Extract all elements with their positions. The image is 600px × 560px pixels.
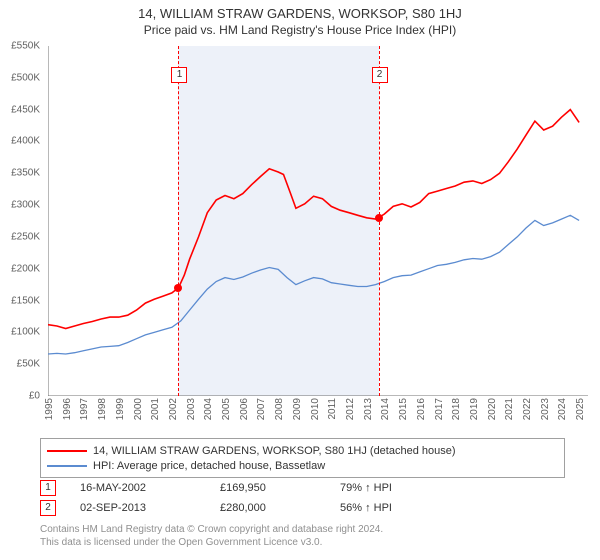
legend-swatch — [47, 465, 87, 467]
x-tick-label: 1996 — [62, 398, 73, 420]
sale-price: £169,950 — [220, 482, 340, 494]
x-tick-label: 1999 — [115, 398, 126, 420]
x-tick-label: 2001 — [150, 398, 161, 420]
x-tick-label: 2024 — [557, 398, 568, 420]
x-tick-label: 2014 — [380, 398, 391, 420]
sale-marker-box: 1 — [171, 67, 187, 83]
x-tick-label: 2010 — [310, 398, 321, 420]
sale-point-dot — [375, 214, 383, 222]
y-tick-label: £500K — [11, 72, 40, 83]
y-tick-label: £150K — [11, 295, 40, 306]
plot-area: 12 — [48, 46, 588, 396]
sale-marker-line — [178, 46, 179, 396]
footer-line-2: This data is licensed under the Open Gov… — [40, 537, 565, 550]
x-tick-label: 1998 — [97, 398, 108, 420]
x-tick-label: 1995 — [44, 398, 55, 420]
sale-marker-box: 2 — [372, 67, 388, 83]
y-tick-label: £400K — [11, 136, 40, 147]
sale-date: 02-SEP-2013 — [80, 502, 220, 514]
x-tick-label: 2016 — [416, 398, 427, 420]
x-axis-labels: 1995199619971998199920002001200220032004… — [48, 398, 588, 428]
x-tick-label: 2023 — [540, 398, 551, 420]
x-tick-label: 2011 — [327, 398, 338, 420]
legend-row: 14, WILLIAM STRAW GARDENS, WORKSOP, S80 … — [47, 443, 558, 458]
sale-pct-vs-hpi: 56% ↑ HPI — [340, 502, 450, 514]
x-tick-label: 2022 — [522, 398, 533, 420]
x-tick-label: 2020 — [487, 398, 498, 420]
x-tick-label: 2013 — [363, 398, 374, 420]
y-tick-label: £50K — [17, 359, 40, 370]
legend-label: HPI: Average price, detached house, Bass… — [93, 460, 325, 472]
x-tick-label: 2021 — [504, 398, 515, 420]
sale-index-box: 1 — [40, 480, 56, 496]
x-tick-label: 2006 — [239, 398, 250, 420]
x-tick-label: 2004 — [203, 398, 214, 420]
series-address — [48, 110, 579, 329]
x-tick-label: 2015 — [398, 398, 409, 420]
chart-subtitle: Price paid vs. HM Land Registry's House … — [0, 21, 600, 37]
x-tick-label: 2005 — [221, 398, 232, 420]
x-tick-label: 2002 — [168, 398, 179, 420]
line-chart-svg — [48, 46, 588, 396]
y-tick-label: £200K — [11, 263, 40, 274]
footer-line-1: Contains HM Land Registry data © Crown c… — [40, 524, 565, 537]
chart-title: 14, WILLIAM STRAW GARDENS, WORKSOP, S80 … — [0, 0, 600, 21]
y-axis-labels: £0£50K£100K£150K£200K£250K£300K£350K£400… — [0, 46, 44, 396]
sales-table: 1 16-MAY-2002£169,95079% ↑ HPI 2 02-SEP-201… — [40, 478, 565, 518]
x-tick-label: 2012 — [345, 398, 356, 420]
x-tick-label: 2008 — [274, 398, 285, 420]
x-tick-label: 2018 — [451, 398, 462, 420]
x-tick-label: 2019 — [469, 398, 480, 420]
y-tick-label: £550K — [11, 41, 40, 52]
legend-label: 14, WILLIAM STRAW GARDENS, WORKSOP, S80 … — [93, 445, 456, 457]
sale-pct-vs-hpi: 79% ↑ HPI — [340, 482, 450, 494]
sale-price: £280,000 — [220, 502, 340, 514]
x-tick-label: 2000 — [133, 398, 144, 420]
footer-attribution: Contains HM Land Registry data © Crown c… — [40, 524, 565, 549]
sale-index-box: 2 — [40, 500, 56, 516]
x-tick-label: 1997 — [79, 398, 90, 420]
y-tick-label: £450K — [11, 104, 40, 115]
legend-row: HPI: Average price, detached house, Bass… — [47, 458, 558, 473]
sale-row: 1 16-MAY-2002£169,95079% ↑ HPI — [40, 478, 565, 498]
series-hpi — [48, 215, 579, 354]
y-tick-label: £250K — [11, 231, 40, 242]
y-tick-label: £100K — [11, 327, 40, 338]
sale-row: 2 02-SEP-2013£280,00056% ↑ HPI — [40, 498, 565, 518]
x-tick-label: 2025 — [575, 398, 586, 420]
chart-container: 14, WILLIAM STRAW GARDENS, WORKSOP, S80 … — [0, 0, 600, 560]
sale-date: 16-MAY-2002 — [80, 482, 220, 494]
x-tick-label: 2003 — [186, 398, 197, 420]
x-tick-label: 2009 — [292, 398, 303, 420]
sale-point-dot — [174, 284, 182, 292]
legend-box: 14, WILLIAM STRAW GARDENS, WORKSOP, S80 … — [40, 438, 565, 478]
legend-swatch — [47, 450, 87, 452]
x-tick-label: 2007 — [256, 398, 267, 420]
y-tick-label: £350K — [11, 168, 40, 179]
y-tick-label: £300K — [11, 200, 40, 211]
y-tick-label: £0 — [29, 391, 40, 402]
x-tick-label: 2017 — [434, 398, 445, 420]
